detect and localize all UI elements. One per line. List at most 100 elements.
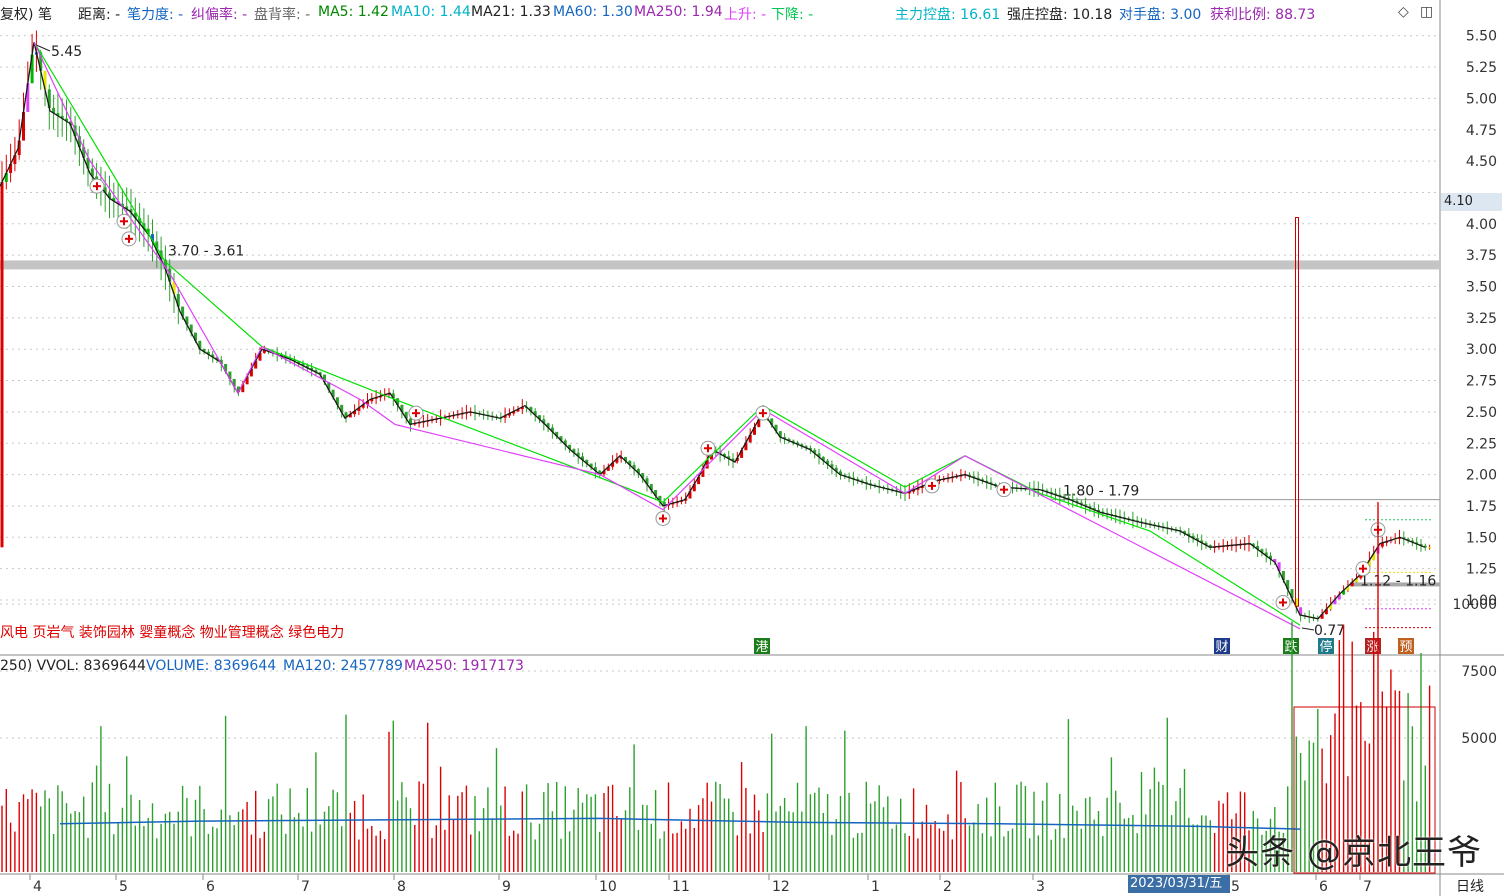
candle-body [228, 371, 232, 379]
candle-body [701, 468, 705, 477]
header-item: 主力控盘: 16.61 [895, 7, 1001, 23]
candle-body [1290, 589, 1294, 599]
candle-body [533, 411, 537, 416]
candle-body [1049, 491, 1053, 494]
candle-body [232, 378, 236, 387]
candle-body [1195, 538, 1199, 541]
candle-body [361, 404, 365, 408]
candle-body [176, 294, 180, 307]
candle-body [559, 436, 563, 441]
candle-body [125, 206, 129, 210]
candle-body [632, 465, 636, 470]
candle-body [1264, 552, 1268, 556]
candle-body [980, 479, 984, 481]
candle-body [172, 281, 176, 295]
candle-body [722, 453, 726, 457]
panel-toggle-icon[interactable]: ◫ [1420, 4, 1434, 20]
candle-body [770, 418, 774, 425]
candle-body [826, 460, 830, 465]
time-tick-label: 2 [943, 879, 952, 895]
price-tick-label: 3.25 [1466, 311, 1497, 327]
candle-body [589, 463, 593, 468]
time-tick-label: 7 [301, 879, 310, 895]
low-pointer [1301, 627, 1315, 631]
header-item: 获利比例: 88.73 [1210, 7, 1316, 23]
candle-body [292, 359, 296, 362]
candle-body [56, 113, 60, 116]
candle-body [65, 118, 68, 122]
candle-body [804, 446, 808, 448]
candle-body [1415, 542, 1419, 545]
event-marker-box [1398, 638, 1414, 654]
candle-body [662, 501, 666, 506]
candle-body [181, 306, 185, 317]
candle-body [856, 479, 860, 481]
candle-body [576, 452, 580, 457]
candle-body [757, 419, 761, 428]
candle-body [155, 241, 159, 251]
candle-body [989, 482, 993, 484]
candles [0, 30, 1432, 624]
candle-body [550, 427, 554, 432]
header-item: MA21: 1.33 [471, 4, 551, 20]
candle-body [275, 353, 279, 355]
header-item: 笔 [38, 7, 52, 23]
candle-body [1277, 562, 1281, 572]
time-tick-label: 5 [1231, 879, 1240, 895]
candle-body [206, 351, 210, 355]
price-tick-label: 5.50 [1466, 29, 1497, 45]
header-item: 纠偏率: - [191, 7, 248, 23]
candle-body [163, 259, 167, 269]
candle-body [1097, 509, 1100, 512]
period-label[interactable]: 日线 [1456, 879, 1484, 895]
candle-body [185, 316, 189, 325]
diamond-icon[interactable]: ◇ [1398, 4, 1409, 20]
candle-body [563, 440, 567, 445]
uptrend-stroke-line [33, 41, 1301, 630]
candle-body [968, 474, 971, 477]
candle-body [641, 473, 645, 479]
current-price-tag: 4.10 [1441, 193, 1502, 211]
candle-body [1187, 533, 1191, 536]
header-item: 下降: - [771, 7, 814, 23]
candle-body [1329, 604, 1333, 610]
candle-body [538, 415, 541, 420]
candle-body [262, 350, 266, 353]
candle-body [404, 411, 408, 419]
candle-body [748, 434, 752, 443]
candle-body [774, 424, 778, 432]
candle-body [864, 481, 868, 484]
ma-line [0, 41, 1426, 620]
candle-body [593, 467, 597, 471]
candle-body [146, 228, 150, 235]
candle-body [727, 456, 731, 459]
candle-body [787, 438, 791, 441]
candle-body [546, 423, 550, 428]
header-item: 复权) [0, 7, 34, 23]
candle-body [211, 354, 215, 358]
header-item: MA5: 1.42 [318, 4, 389, 20]
candle-body [26, 83, 30, 112]
candle-body [916, 488, 920, 490]
candle-body [151, 234, 154, 242]
candle-body [0, 182, 4, 548]
zone-label-1: 3.70 - 3.61 [168, 243, 244, 259]
candle-body [731, 458, 735, 461]
downtrend-stroke-line [33, 41, 1301, 626]
candle-body [297, 361, 301, 364]
volume-tick-label: 5000 [1461, 731, 1497, 747]
candle-body [1359, 573, 1363, 579]
volume-tick-label: 10000 [1452, 597, 1497, 613]
candle-body [516, 409, 520, 412]
candle-body [241, 384, 245, 393]
candle-body [224, 364, 228, 372]
candle-body [60, 115, 64, 119]
candle-body [1054, 493, 1057, 495]
candle-body [237, 386, 240, 393]
event-marker-box [754, 638, 770, 654]
candle-body [323, 374, 326, 383]
volume-bars [1, 502, 1436, 874]
candle-body [985, 480, 989, 483]
price-tick-label: 3.50 [1466, 280, 1497, 296]
